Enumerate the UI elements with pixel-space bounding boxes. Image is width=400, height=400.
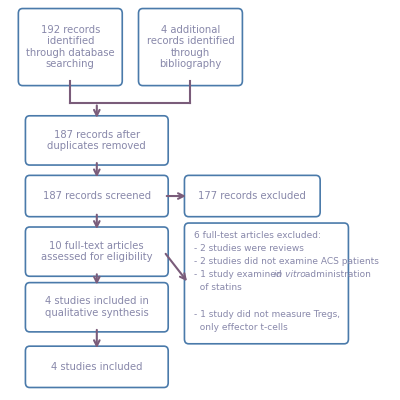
Text: 10 full-text articles
assessed for eligibility: 10 full-text articles assessed for eligi… [41,241,152,262]
Text: 6 full-test articles excluded:: 6 full-test articles excluded: [194,231,321,240]
Text: only effector t-cells: only effector t-cells [194,323,288,332]
Text: 4 studies included: 4 studies included [51,362,142,372]
Text: - 2 studies did not examine ACS patients: - 2 studies did not examine ACS patients [194,257,379,266]
FancyBboxPatch shape [138,8,242,86]
Text: administration: administration [302,270,371,280]
Text: - 1 study did not measure Tregs,: - 1 study did not measure Tregs, [194,310,340,319]
Text: of statins: of statins [194,284,242,292]
Text: 4 additional
records identified
through
bibliography: 4 additional records identified through … [146,25,234,70]
FancyBboxPatch shape [26,116,168,165]
FancyBboxPatch shape [184,175,320,217]
FancyBboxPatch shape [18,8,122,86]
FancyBboxPatch shape [26,283,168,332]
Text: 177 records excluded: 177 records excluded [198,191,306,201]
FancyBboxPatch shape [26,346,168,388]
FancyBboxPatch shape [184,223,348,344]
FancyBboxPatch shape [26,175,168,217]
Text: 192 records
identified
through database
searching: 192 records identified through database … [26,25,115,70]
Text: in vitro: in vitro [274,270,306,280]
Text: 187 records screened: 187 records screened [43,191,151,201]
FancyBboxPatch shape [26,227,168,276]
Text: - 2 studies were reviews: - 2 studies were reviews [194,244,304,253]
Text: - 1 study examined: - 1 study examined [194,270,284,280]
Text: 4 studies included in
qualitative synthesis: 4 studies included in qualitative synthe… [45,296,149,318]
Text: 187 records after
duplicates removed: 187 records after duplicates removed [48,130,146,151]
